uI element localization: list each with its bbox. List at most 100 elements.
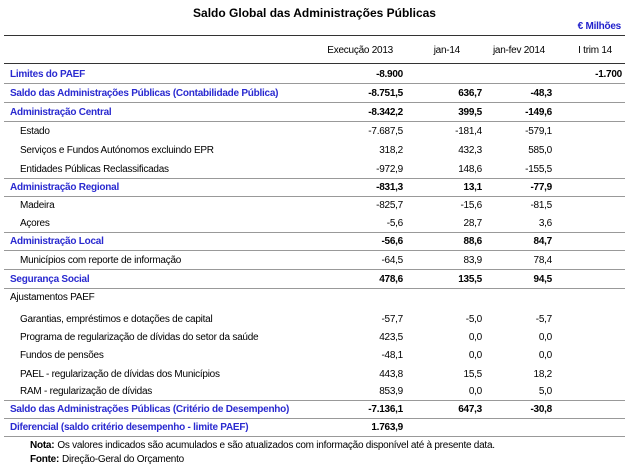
row-label: Segurança Social: [10, 274, 90, 285]
cell-value: -64,5: [381, 255, 403, 266]
cell-value: 0,0: [468, 350, 482, 361]
cell-value: 636,7: [458, 88, 482, 99]
row-label: Açores: [20, 218, 50, 229]
rule: [4, 288, 625, 289]
cell-value: 853,9: [379, 386, 403, 397]
cell-value: -77,9: [530, 182, 552, 193]
cell-value: -149,6: [525, 107, 552, 118]
cell-value: -1.700: [595, 69, 622, 80]
row-label: Saldo das Administrações Públicas (Crité…: [10, 404, 290, 415]
title: Saldo Global das Administrações Públicas: [193, 6, 436, 20]
cell-value: 28,7: [463, 218, 483, 229]
cell-value: 148,6: [458, 164, 482, 175]
cell-value: -7.136,1: [368, 404, 403, 415]
rule: [4, 121, 625, 122]
row-label: Saldo das Administrações Públicas (Conta…: [10, 88, 279, 99]
cell-value: 88,6: [463, 236, 483, 247]
rule: [4, 35, 625, 36]
note-text: Os valores indicados são acumulados e sã…: [57, 440, 495, 451]
cell-value: -8.900: [376, 69, 403, 80]
cell-value: -579,1: [525, 126, 552, 137]
row-label: Estado: [20, 126, 50, 137]
cell-value: 399,5: [458, 107, 482, 118]
cell-value: 94,5: [533, 274, 553, 285]
rule: [4, 250, 625, 251]
rule: [4, 232, 625, 233]
cell-value: -825,7: [376, 200, 403, 211]
rule: [4, 63, 625, 64]
note-label: Fonte:: [30, 454, 60, 465]
rule: [4, 102, 625, 103]
row-label: Serviços e Fundos Autónomos excluindo EP…: [20, 145, 214, 156]
cell-value: 84,7: [533, 236, 553, 247]
rule: [4, 418, 625, 419]
cell-value: -7.687,5: [368, 126, 403, 137]
cell-value: 443,8: [379, 369, 403, 380]
row-label: Limites do PAEF: [10, 69, 85, 80]
rule: [4, 196, 625, 197]
row-label: Madeira: [20, 200, 55, 211]
cell-value: -48,1: [381, 350, 403, 361]
rule: [4, 400, 625, 401]
cell-value: -972,9: [376, 164, 403, 175]
row-label: Programa de regularização de dívidas do …: [20, 332, 259, 343]
cell-value: 0,0: [468, 386, 482, 397]
cell-value: 78,4: [533, 255, 553, 266]
rule: [4, 269, 625, 270]
row-label: Fundos de pensões: [20, 350, 104, 361]
row-label: Administração Local: [10, 236, 104, 247]
cell-value: 478,6: [379, 274, 403, 285]
cell-value: 432,3: [458, 145, 482, 156]
cell-value: -15,6: [460, 200, 482, 211]
cell-value: -81,5: [530, 200, 552, 211]
cell-value: 135,5: [458, 274, 482, 285]
cell-value: -8.751,5: [368, 88, 403, 99]
cell-value: 423,5: [379, 332, 403, 343]
cell-value: 18,2: [533, 369, 553, 380]
cell-value: 3,6: [538, 218, 552, 229]
row-label: Administração Central: [10, 107, 112, 118]
note-label: Nota:: [30, 440, 55, 451]
cell-value: 13,1: [463, 182, 483, 193]
row-label: RAM - regularização de dívidas: [20, 386, 153, 397]
cell-value: -8.342,2: [368, 107, 403, 118]
row-label: Entidades Públicas Reclassificadas: [20, 164, 169, 175]
note-text: Direção-Geral do Orçamento: [62, 454, 184, 465]
cell-value: 647,3: [458, 404, 482, 415]
cell-value: -57,7: [381, 314, 403, 325]
cell-value: 15,5: [463, 369, 483, 380]
cell-value: 5,0: [538, 386, 552, 397]
cell-value: -831,3: [376, 182, 403, 193]
column-header: jan-fev 2014: [492, 45, 545, 56]
cell-value: 585,0: [528, 145, 552, 156]
row-label: Administração Regional: [10, 182, 119, 193]
cell-value: -5,6: [386, 218, 403, 229]
cell-value: 1.763,9: [371, 422, 403, 433]
cell-value: -48,3: [530, 88, 552, 99]
column-header: Execução 2013: [327, 45, 393, 56]
cell-value: 0,0: [538, 332, 552, 343]
cell-value: 0,0: [468, 332, 482, 343]
cell-value: 318,2: [379, 145, 403, 156]
cell-value: -155,5: [525, 164, 552, 175]
row-label: Municípios com reporte de informação: [20, 255, 182, 266]
cell-value: -181,4: [455, 126, 482, 137]
cell-value: 0,0: [538, 350, 552, 361]
column-header: I trim 14: [578, 45, 612, 56]
row-label: PAEL - regularização de dívidas dos Muni…: [20, 369, 220, 380]
cell-value: -56,6: [381, 236, 403, 247]
unit: € Milhões: [577, 21, 622, 32]
rule: [4, 83, 625, 84]
rule: [4, 436, 625, 437]
row-label: Diferencial (saldo critério desempenho -…: [10, 422, 249, 433]
note: Fonte: Direção-Geral do Orçamento: [30, 453, 184, 467]
rule: [4, 178, 625, 179]
row-label: Garantias, empréstimos e dotações de cap…: [20, 314, 213, 325]
note: Nota: Os valores indicados são acumulados…: [30, 439, 495, 453]
cell-value: -5,0: [465, 314, 482, 325]
cell-value: -5,7: [535, 314, 552, 325]
cell-value: -30,8: [530, 404, 552, 415]
cell-value: 83,9: [463, 255, 483, 266]
column-header: jan-14: [433, 45, 461, 56]
